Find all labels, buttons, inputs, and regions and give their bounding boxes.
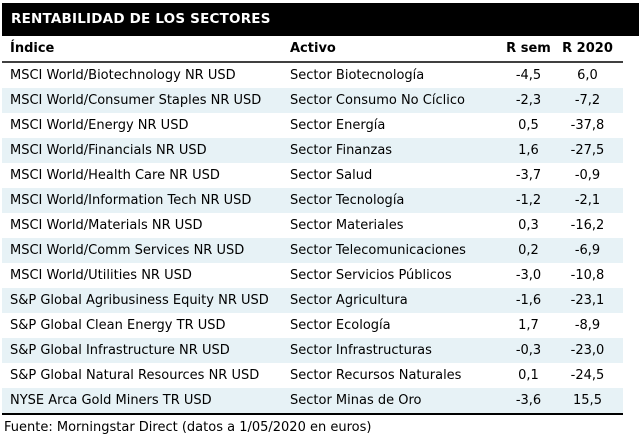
table-row: MSCI World/Information Tech NR USD Secto… [2,188,623,213]
cell-r-sem: 0,5 [518,118,539,133]
cell-r-sem: -3,0 [515,268,542,283]
cell-r-2020: -27,5 [570,143,605,158]
cell-r-sem: 0,3 [518,218,539,233]
cell-indice: S&P Global Agribusiness Equity NR USD [10,293,269,308]
col-header-r-2020: R 2020 [552,36,623,63]
table-row: S&P Global Agribusiness Equity NR USD Se… [2,288,623,313]
cell-activo: Sector Materiales [290,218,404,233]
cell-r-sem: 1,7 [518,318,539,333]
table-row: MSCI World/Materials NR USD Sector Mater… [2,213,623,238]
cell-r-sem: -1,6 [515,293,542,308]
cell-indice: S&P Global Infrastructure NR USD [10,343,230,358]
cell-activo: Sector Infrastructuras [290,343,432,358]
cell-r-2020: 15,5 [573,393,602,408]
table-row: MSCI World/Energy NR USD Sector Energía … [2,113,623,138]
table-row: NYSE Arca Gold Miners TR USD Sector Mina… [2,388,623,414]
cell-r-sem: -3,7 [515,168,542,183]
table-row: MSCI World/Comm Services NR USD Sector T… [2,238,623,263]
cell-r-2020: -16,2 [570,218,605,233]
cell-indice: S&P Global Clean Energy TR USD [10,318,226,333]
cell-r-2020: -23,1 [570,293,605,308]
table-row: S&P Global Natural Resources NR USD Sect… [2,363,623,388]
cell-activo: Sector Recursos Naturales [290,368,462,383]
cell-activo: Sector Finanzas [290,143,393,158]
table-row: MSCI World/Financials NR USD Sector Fina… [2,138,623,163]
table-row: MSCI World/Utilities NR USD Sector Servi… [2,263,623,288]
cell-r-2020: -6,9 [574,243,601,258]
source-note: Fuente: Morningstar Direct (datos a 1/05… [4,420,372,435]
cell-activo: Sector Agricultura [290,293,408,308]
cell-r-2020: -10,8 [570,268,605,283]
table-row: MSCI World/Biotechnology NR USD Sector B… [2,62,623,88]
cell-activo: Sector Energía [290,118,386,133]
sector-returns-table: Índice Activo R sem R 2020 MSCI World/Bi… [2,36,623,415]
cell-indice: MSCI World/Biotechnology NR USD [10,68,236,83]
cell-r-2020: -23,0 [570,343,605,358]
cell-r-sem: -0,3 [515,343,542,358]
cell-r-sem: -1,2 [515,193,542,208]
cell-indice: MSCI World/Information Tech NR USD [10,193,252,208]
table-body: MSCI World/Biotechnology NR USD Sector B… [2,62,623,414]
cell-indice: MSCI World/Materials NR USD [10,218,203,233]
cell-r-sem: -3,6 [515,393,542,408]
cell-indice: MSCI World/Utilities NR USD [10,268,192,283]
cell-indice: MSCI World/Consumer Staples NR USD [10,93,262,108]
col-header-activo: Activo [288,36,505,63]
cell-r-2020: -2,1 [574,193,601,208]
table-row: MSCI World/Health Care NR USD Sector Sal… [2,163,623,188]
cell-r-2020: -24,5 [570,368,605,383]
cell-r-sem: 0,2 [518,243,539,258]
cell-r-2020: -7,2 [574,93,601,108]
col-header-indice: Índice [2,36,288,63]
cell-activo: Sector Servicios Públicos [290,268,452,283]
cell-indice: MSCI World/Health Care NR USD [10,168,220,183]
cell-r-sem: 1,6 [518,143,539,158]
cell-r-sem: 0,1 [518,368,539,383]
cell-r-sem: -2,3 [515,93,542,108]
cell-activo: Sector Minas de Oro [290,393,422,408]
cell-activo: Sector Biotecnología [290,68,425,83]
cell-activo: Sector Consumo No Cíclico [290,93,465,108]
cell-r-2020: -0,9 [574,168,601,183]
table-title-bar: RENTABILIDAD DE LOS SECTORES [2,3,639,36]
cell-r-2020: 6,0 [577,68,598,83]
cell-activo: Sector Tecnología [290,193,405,208]
col-header-r-sem: R sem [505,36,552,63]
table-row: S&P Global Clean Energy TR USD Sector Ec… [2,313,623,338]
cell-indice: MSCI World/Financials NR USD [10,143,207,158]
header-row: Índice Activo R sem R 2020 [2,36,623,63]
cell-indice: S&P Global Natural Resources NR USD [10,368,260,383]
table-row: MSCI World/Consumer Staples NR USD Secto… [2,88,623,113]
cell-indice: NYSE Arca Gold Miners TR USD [10,393,212,408]
cell-activo: Sector Salud [290,168,373,183]
cell-r-sem: -4,5 [515,68,542,83]
cell-activo: Sector Telecomunicaciones [290,243,466,258]
cell-indice: MSCI World/Energy NR USD [10,118,189,133]
table-row: S&P Global Infrastructure NR USD Sector … [2,338,623,363]
cell-activo: Sector Ecología [290,318,391,333]
cell-indice: MSCI World/Comm Services NR USD [10,243,245,258]
cell-r-2020: -8,9 [574,318,601,333]
cell-r-2020: -37,8 [570,118,605,133]
table-title: RENTABILIDAD DE LOS SECTORES [11,11,271,27]
